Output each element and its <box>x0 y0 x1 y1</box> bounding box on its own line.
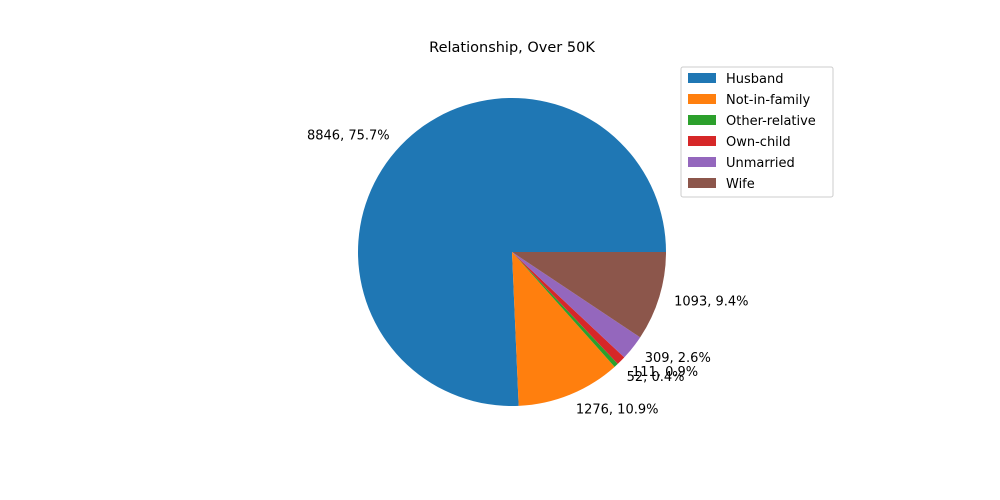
legend-swatch <box>688 136 716 146</box>
pie-slice <box>512 252 615 406</box>
pie-slice <box>357 97 666 406</box>
legend: Husband Not-in-family Other-relative Own… <box>680 66 834 198</box>
legend-label: Other-relative <box>726 114 816 129</box>
pie-slices <box>357 97 666 406</box>
pie-slice <box>512 252 641 358</box>
legend-swatch <box>688 94 716 104</box>
pie-slice <box>512 252 625 364</box>
legend-label: Own-child <box>726 135 791 150</box>
pie-slice <box>512 252 618 367</box>
slice-label: 1276, 10.9% <box>576 402 659 417</box>
legend-swatch <box>688 178 716 188</box>
legend-label: Husband <box>726 72 784 87</box>
slice-label: 309, 2.6% <box>645 351 711 366</box>
legend-frame <box>680 66 834 198</box>
slice-labels: 8846, 75.7% 1276, 10.9% 52, 0.4%111, 0.9%3… <box>307 128 749 417</box>
legend-label: Unmarried <box>726 156 795 171</box>
legend-label: Not-in-family <box>726 93 810 108</box>
slice-label: 1093, 9.4% <box>674 295 748 310</box>
legend-swatch <box>688 73 716 83</box>
legend-swatch <box>688 157 716 167</box>
slice-label: 8846, 75.7% <box>307 128 390 143</box>
slice-label: 52, 0.4% <box>627 370 685 385</box>
chart-title: Relationship, Over 50K <box>429 40 595 56</box>
pie-slice <box>512 252 666 338</box>
slice-label: 111, 0.9% <box>632 365 698 380</box>
legend-label: Wife <box>726 177 755 192</box>
legend-swatch <box>688 115 716 125</box>
